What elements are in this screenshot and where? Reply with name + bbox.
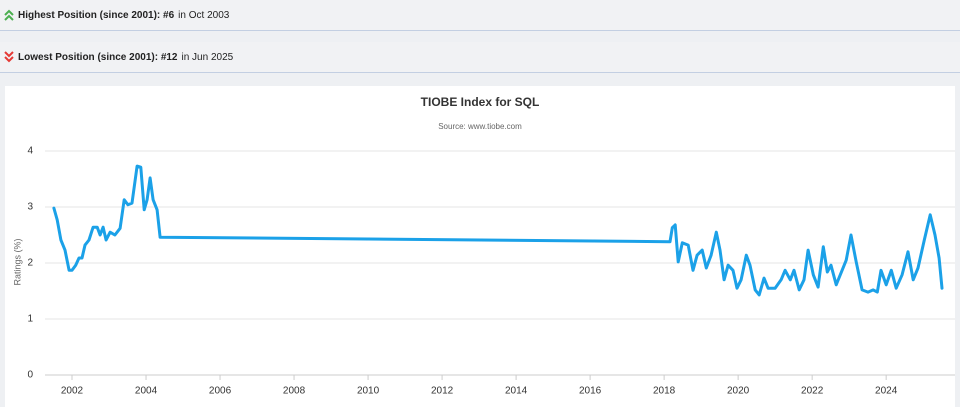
lowest-row: Lowest Position (since 2001): #12 in Jun… [0, 42, 960, 73]
x-tick-label: 2024 [875, 386, 898, 397]
y-tick-label: 4 [27, 146, 33, 157]
x-tick-label: 2014 [505, 386, 528, 397]
y-tick-label: 1 [27, 314, 33, 325]
y-axis-label: Ratings (%) [12, 238, 22, 285]
x-tick-label: 2004 [135, 386, 158, 397]
chart: TIOBE Index for SQL Source: www.tiobe.co… [12, 95, 955, 397]
chart-title: TIOBE Index for SQL [421, 95, 540, 109]
line-series [52, 164, 944, 297]
x-tick-label: 2006 [209, 386, 232, 397]
x-tick-label: 2010 [357, 386, 380, 397]
chart-subtitle: Source: www.tiobe.com [438, 122, 522, 131]
lowest-label: Lowest Position (since 2001): #12 [18, 51, 178, 63]
x-tick-label: 2018 [653, 386, 676, 397]
highest-detail: in Oct 2003 [178, 9, 230, 21]
x-tick-label: 2008 [283, 386, 306, 397]
x-tick-label: 2020 [727, 386, 750, 397]
y-tick-label: 2 [27, 258, 33, 269]
y-tick-label: 3 [27, 202, 33, 213]
up-icon [4, 9, 14, 21]
chart-panel: TIOBE Index for SQL Source: www.tiobe.co… [5, 86, 955, 407]
x-tick-label: 2012 [431, 386, 454, 397]
x-tick-label: 2022 [801, 386, 824, 397]
highest-label: Highest Position (since 2001): #6 [18, 9, 175, 21]
x-tick-label: 2016 [579, 386, 602, 397]
highest-row: Highest Position (since 2001): #6 in Oct… [0, 0, 960, 31]
down-icon [4, 51, 14, 63]
lowest-detail: in Jun 2025 [181, 51, 234, 63]
x-tick-label: 2002 [61, 386, 84, 397]
y-tick-label: 0 [27, 370, 33, 381]
